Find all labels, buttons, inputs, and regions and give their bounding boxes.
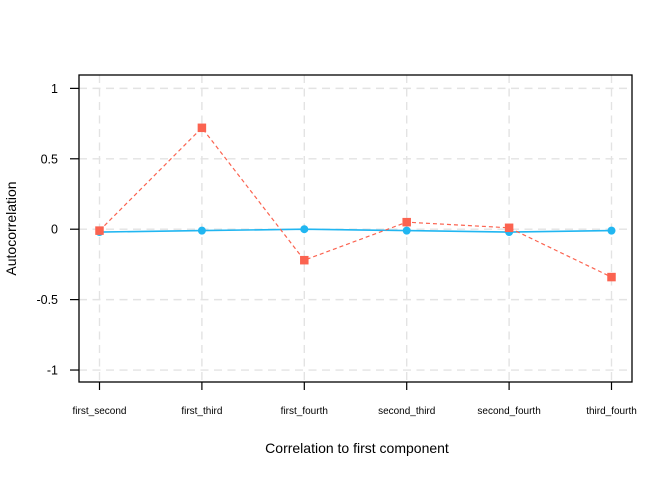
axis-tick-layer xyxy=(70,87,613,390)
square-marker xyxy=(402,217,411,227)
y-tick-label: 0 xyxy=(51,223,58,237)
plot-border xyxy=(78,74,633,383)
series-line-dashed-square-series xyxy=(99,126,612,278)
circle-marker xyxy=(300,225,309,234)
series-layer xyxy=(95,123,616,282)
x-tick-label: first_fourth xyxy=(281,406,328,417)
x-tick-label: second_fourth xyxy=(477,406,540,417)
circle-marker xyxy=(197,226,206,235)
series-line-solid-circle-series xyxy=(99,228,612,233)
y-tick-label: -1 xyxy=(47,364,58,378)
y-tick-label: 0.5 xyxy=(41,152,58,166)
y-tick-label: 1 xyxy=(51,82,58,96)
square-marker xyxy=(607,272,616,282)
gridline-layer xyxy=(79,75,632,382)
x-tick-label: third_fourth xyxy=(586,406,637,417)
y-tick-label: -0.5 xyxy=(36,293,58,307)
circle-marker xyxy=(402,226,411,235)
square-marker xyxy=(197,123,207,133)
x-axis-title: Correlation to first component xyxy=(265,440,449,456)
square-marker xyxy=(504,223,514,233)
x-tick-label: first_third xyxy=(181,406,222,417)
x-tick-label: second_third xyxy=(378,406,435,417)
square-marker xyxy=(95,226,104,235)
axis-tick-label-layer: 1 0.5 0 -0.5 -1 first_second first_third first_… xyxy=(36,82,636,417)
circle-marker xyxy=(607,226,616,235)
x-tick-label: first_second xyxy=(73,406,127,417)
square-marker xyxy=(300,255,309,265)
y-axis-title: Autocorrelation xyxy=(3,181,19,275)
